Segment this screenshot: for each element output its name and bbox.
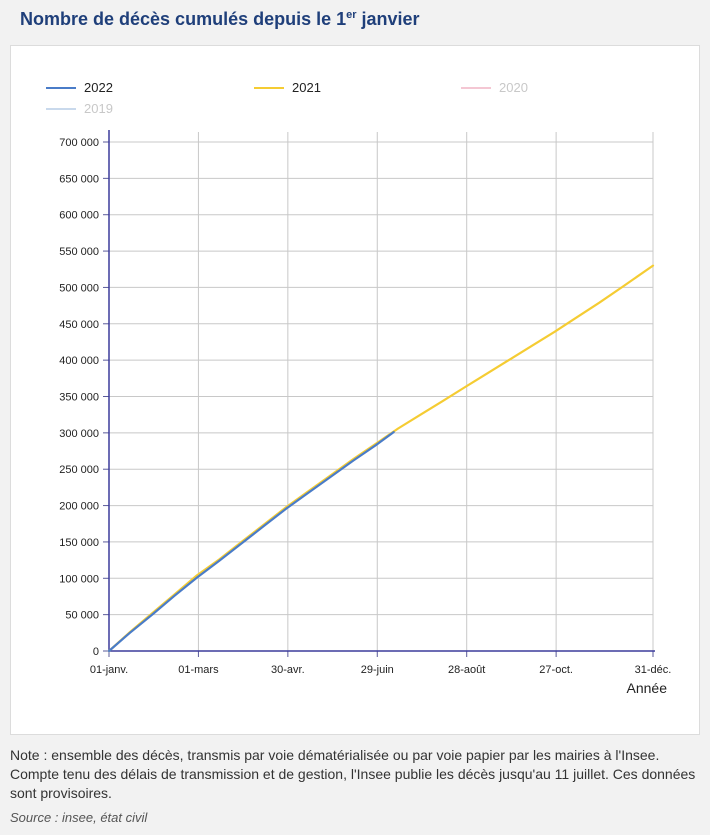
y-tick-label: 450 000 bbox=[59, 319, 99, 331]
legend-item-2021[interactable]: 2021 bbox=[254, 80, 321, 95]
y-tick-label: 500 000 bbox=[59, 282, 99, 294]
chart-source: Source : insee, état civil bbox=[10, 810, 148, 825]
x-axis-title: Année bbox=[627, 680, 668, 696]
y-tick-label: 200 000 bbox=[59, 501, 99, 513]
y-tick-label: 250 000 bbox=[59, 464, 99, 476]
y-tick-label: 50 000 bbox=[65, 610, 99, 622]
y-tick-label: 650 000 bbox=[59, 173, 99, 185]
chart-card: 2022 2021 2020 2019 0 50 000 100 000 150 00… bbox=[10, 45, 700, 735]
legend-label-2019: 2019 bbox=[84, 101, 113, 116]
legend-item-2022[interactable]: 2022 bbox=[46, 80, 113, 95]
y-tick-label: 100 000 bbox=[59, 573, 99, 585]
y-tick-label: 600 000 bbox=[59, 210, 99, 222]
y-tick-label: 300 000 bbox=[59, 428, 99, 440]
legend-item-2019[interactable]: 2019 bbox=[46, 101, 113, 116]
y-tick-label: 350 000 bbox=[59, 392, 99, 404]
x-tick-label: 01-janv. bbox=[90, 664, 128, 676]
x-tick-label: 30-avr. bbox=[271, 664, 305, 676]
x-tick-label: 27-oct. bbox=[539, 664, 573, 676]
legend-swatch-2019 bbox=[46, 107, 76, 110]
line-chart: 0 50 000 100 000 150 000 200 000 250 000 300 0… bbox=[59, 130, 672, 696]
legend-label-2020: 2020 bbox=[499, 80, 528, 95]
x-tick-label: 29-juin bbox=[361, 664, 394, 676]
y-tick-label: 700 000 bbox=[59, 137, 99, 149]
y-tick-label: 400 000 bbox=[59, 355, 99, 367]
legend-item-2020[interactable]: 2020 bbox=[461, 80, 528, 95]
chart-title: Nombre de décès cumulés depuis le 1er ja… bbox=[20, 9, 420, 29]
y-tick-label: 150 000 bbox=[59, 537, 99, 549]
series-line-2021 bbox=[107, 264, 655, 653]
series-line-2022 bbox=[107, 431, 395, 653]
legend-swatch-2022 bbox=[46, 86, 76, 89]
legend-swatch-2021 bbox=[254, 86, 284, 89]
x-tick-label: 31-déc. bbox=[635, 664, 672, 676]
x-tick-label: 01-mars bbox=[178, 664, 219, 676]
y-tick-label: 550 000 bbox=[59, 246, 99, 258]
legend-label-2022: 2022 bbox=[84, 80, 113, 95]
x-tick-label: 28-août bbox=[448, 664, 485, 676]
chart-note: Note : ensemble des décès, transmis par … bbox=[10, 747, 696, 801]
legend-swatch-2020 bbox=[461, 86, 491, 89]
y-tick-label: 0 bbox=[93, 646, 99, 658]
legend-label-2021: 2021 bbox=[292, 80, 321, 95]
